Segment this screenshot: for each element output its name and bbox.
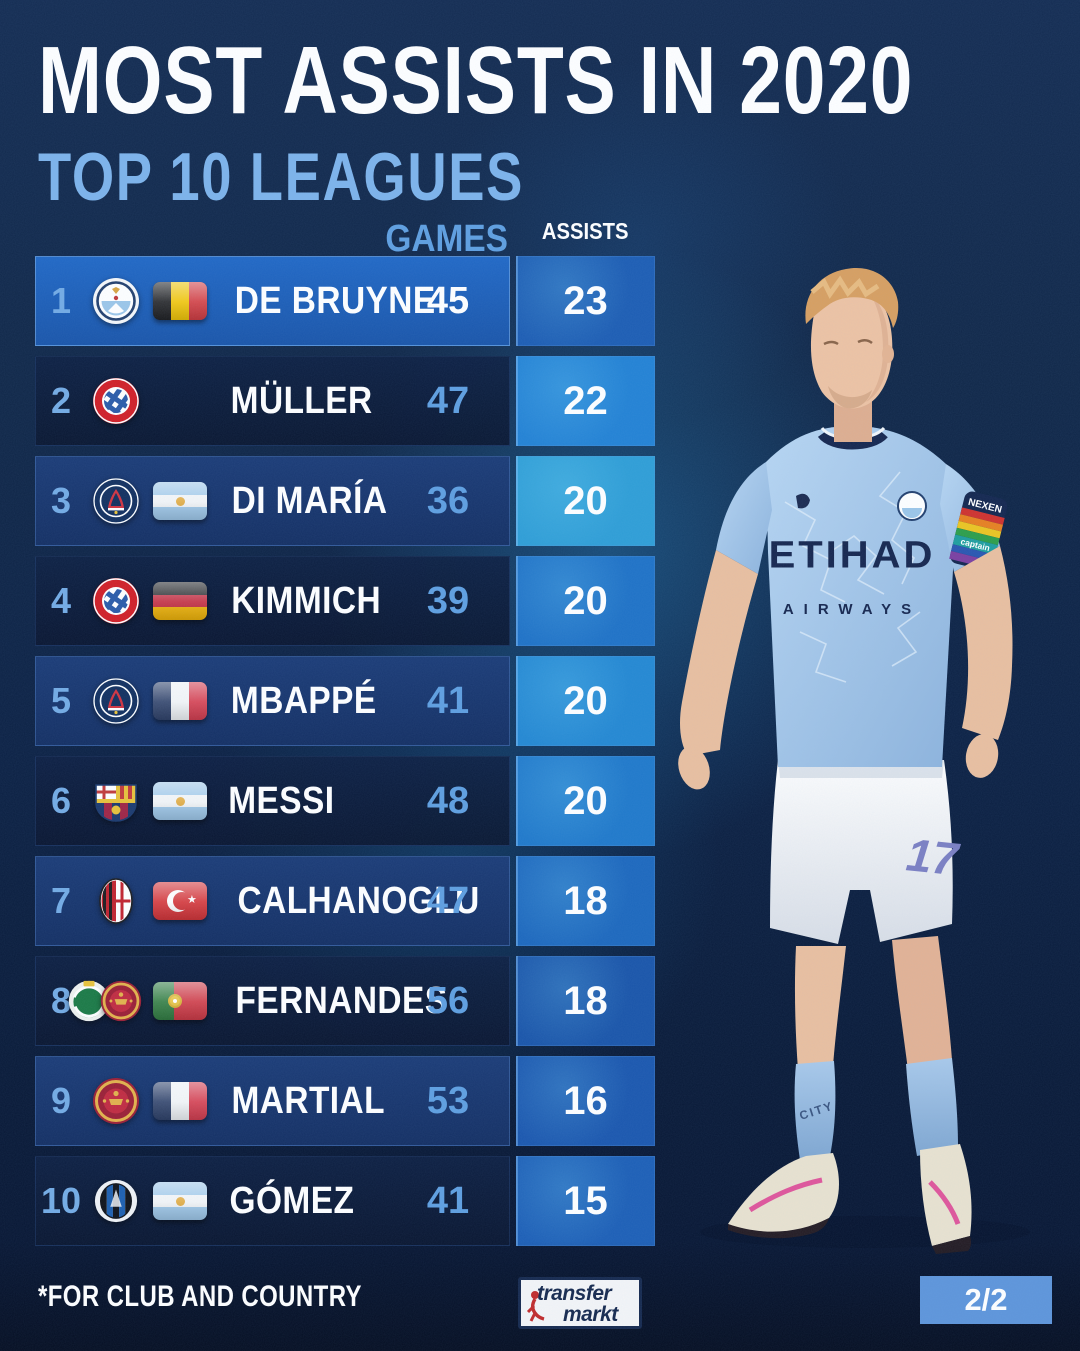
player-name: MESSI — [228, 779, 335, 822]
games-value: 41 — [426, 1179, 470, 1222]
games-value: 47 — [426, 379, 470, 422]
rank-label: 10 — [40, 1180, 82, 1221]
player-name: MARTIAL — [231, 1079, 386, 1122]
table-row: 10 GÓMEZ 41 15 — [35, 1156, 655, 1246]
rank-label: 5 — [50, 680, 72, 721]
svg-text:AIRWAYS: AIRWAYS — [783, 601, 921, 618]
atalanta-badge-icon — [86, 1178, 146, 1224]
rank-label: 3 — [50, 480, 72, 521]
svg-text:ETIHAD: ETIHAD — [769, 534, 936, 576]
table-row: 6 MESSI 48 20 — [35, 756, 655, 846]
player-name: DI MARÍA — [231, 479, 388, 522]
flag-placeholder — [153, 382, 209, 420]
games-value: 41 — [426, 679, 470, 722]
rank-label: 7 — [50, 880, 72, 921]
column-header-assists: ASSISTS — [541, 218, 629, 244]
player-name: KIMMICH — [231, 579, 382, 622]
games-value: 56 — [426, 979, 470, 1022]
svg-text:17: 17 — [904, 828, 963, 885]
games-value: 48 — [426, 779, 470, 822]
games-value: 36 — [426, 479, 470, 522]
argentina-flag-icon — [153, 782, 209, 820]
turkey-flag-icon: ★ — [153, 882, 209, 920]
france-flag-icon — [153, 1082, 209, 1120]
games-value: 39 — [426, 579, 470, 622]
page-indicator-text: 2/2 — [964, 1282, 1008, 1317]
barcelona-badge-icon — [86, 777, 146, 825]
transfermarkt-logo: transfer markt — [518, 1277, 642, 1329]
sporting-cp-and-manchester-united-badge-icons — [68, 979, 146, 1023]
bayern-munich-badge-icon — [86, 377, 146, 425]
games-value: 53 — [426, 1079, 470, 1122]
player-name: GÓMEZ — [229, 1179, 355, 1222]
table-row: 8 FERNANDES 56 18 — [35, 956, 655, 1046]
rank-label: 6 — [50, 780, 72, 821]
manchester-united-badge-icon — [86, 1077, 146, 1125]
argentina-flag-icon — [153, 482, 209, 520]
rank-label: 1 — [50, 280, 72, 321]
games-value: 47 — [426, 879, 470, 922]
argentina-flag-icon — [153, 1182, 209, 1220]
rank-label: 4 — [50, 580, 72, 621]
table-row: 1 DE BRUYNE 45 23 — [35, 256, 655, 346]
manchester-city-badge-icon — [86, 277, 146, 325]
player-name: MÜLLER — [230, 379, 373, 422]
psg-badge-icon — [86, 477, 146, 525]
footnote: *FOR CLUB AND COUNTRY — [38, 1280, 362, 1313]
page-subtitle: TOP 10 LEAGUES — [38, 139, 524, 215]
manchester-united-badge-icon — [100, 980, 142, 1022]
games-value: 45 — [426, 279, 470, 322]
rank-label: 2 — [50, 380, 72, 421]
france-flag-icon — [153, 682, 209, 720]
belgium-flag-icon — [153, 282, 209, 320]
germany-flag-icon — [153, 582, 209, 620]
portugal-flag-icon — [153, 982, 209, 1020]
ac-milan-badge-icon — [86, 877, 146, 925]
rank-label: 9 — [50, 1080, 72, 1121]
brand-word-markt: markt — [563, 1303, 618, 1326]
table-row: 2 MÜLLER 47 22 — [35, 356, 655, 446]
page-indicator-badge: 2/2 — [920, 1276, 1052, 1324]
assists-table: 1 DE BRUYNE 45 23 2 MÜLLER 4 — [35, 256, 655, 1256]
column-header-games: GAMES — [385, 218, 509, 260]
player-photo: CITY 17 ETIHAD AIRWAYS — [678, 267, 1030, 1254]
table-row: 9 MARTIAL 53 16 — [35, 1056, 655, 1146]
table-row: 5 MBAPPÉ 41 20 — [35, 656, 655, 746]
table-row: 4 KIMMICH 39 20 — [35, 556, 655, 646]
table-row: 7 ★ CALHANOGLU 47 18 — [35, 856, 655, 946]
psg-badge-icon — [86, 677, 146, 725]
player-name: MBAPPÉ — [230, 679, 377, 722]
page-title: MOST ASSISTS IN 2020 — [38, 27, 914, 134]
bayern-munich-badge-icon — [86, 577, 146, 625]
table-row: 3 DI MARÍA 36 20 — [35, 456, 655, 546]
